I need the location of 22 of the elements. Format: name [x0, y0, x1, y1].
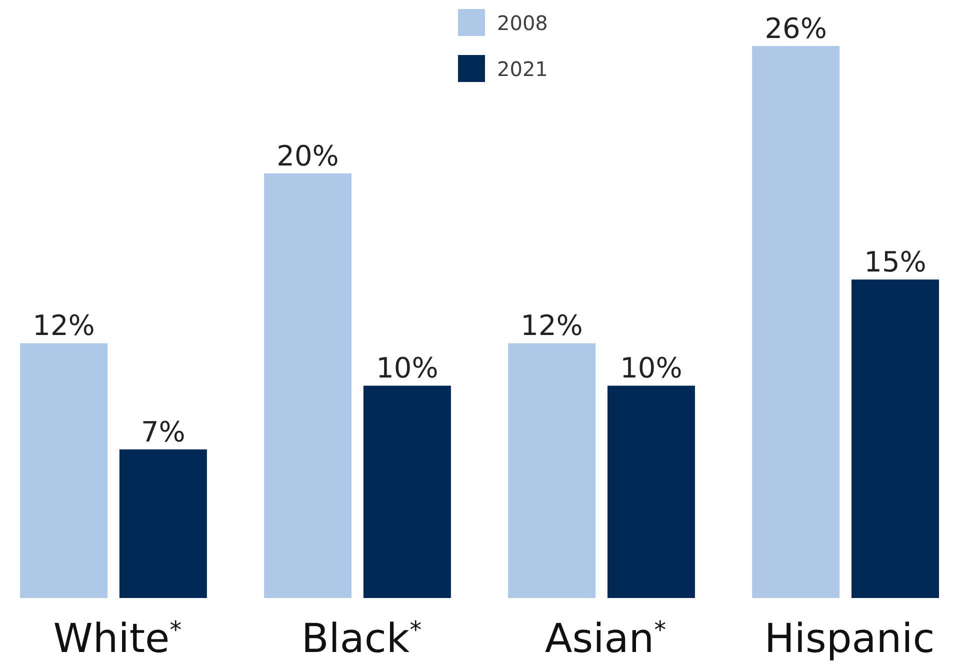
bar: [363, 386, 451, 598]
legend-label: 2008: [497, 11, 548, 35]
data-label: 10%: [620, 352, 682, 385]
x-tick-label: Asian$^{*}$: [544, 616, 666, 662]
data-label: 12%: [32, 309, 95, 342]
data-label: 26%: [764, 12, 827, 45]
data-label: 12%: [520, 309, 583, 342]
x-tick-label: White$^{*}$: [53, 616, 182, 662]
bar: [508, 343, 596, 598]
bar: [752, 46, 840, 598]
legend-label: 2021: [497, 57, 548, 81]
bar: [20, 343, 108, 598]
data-label: 15%: [864, 246, 926, 279]
x-tick-label: Black$^{*}$: [301, 616, 422, 662]
bar: [607, 386, 695, 598]
bar: [264, 173, 352, 598]
data-label: 7%: [140, 415, 186, 448]
bar: [852, 280, 939, 598]
data-label: 10%: [376, 352, 438, 385]
x-tick-label: Hispanic: [764, 616, 935, 662]
bar: [119, 449, 207, 598]
data-label: 20%: [276, 139, 339, 172]
